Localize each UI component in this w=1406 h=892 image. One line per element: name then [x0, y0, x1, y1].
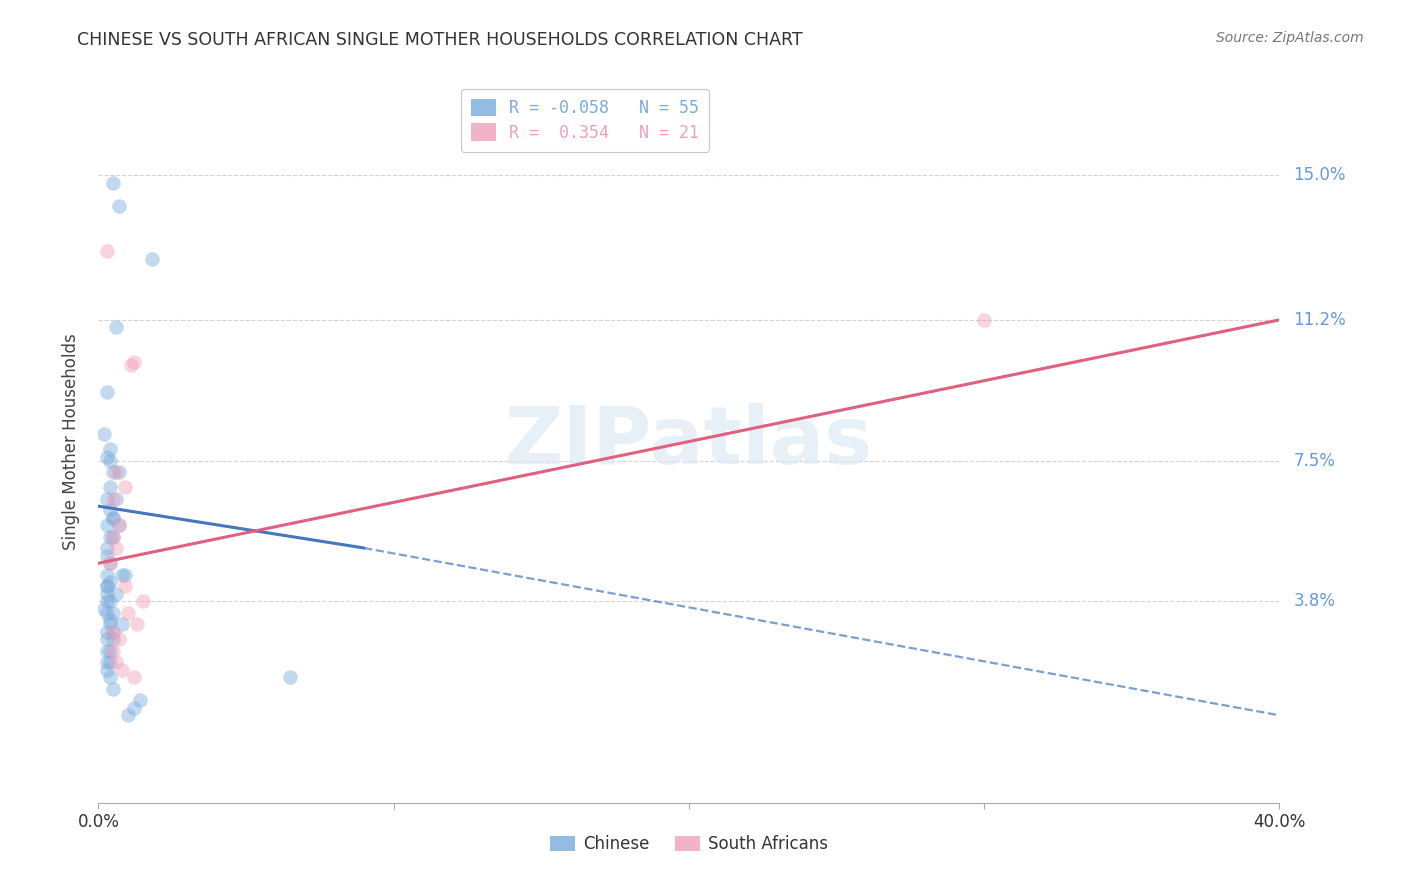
Point	[114, 480, 136, 494]
Point	[117, 606, 139, 620]
Point	[105, 655, 128, 669]
Point	[103, 624, 125, 639]
Point	[98, 530, 121, 544]
Point	[98, 480, 121, 494]
Point	[96, 518, 118, 533]
Point	[103, 530, 125, 544]
Point	[105, 491, 128, 506]
Point	[103, 176, 125, 190]
Point	[111, 567, 134, 582]
Point	[96, 549, 118, 563]
Point	[103, 632, 125, 647]
Point	[96, 450, 118, 464]
Point	[98, 643, 121, 657]
Point	[122, 670, 145, 684]
Point	[96, 655, 118, 669]
Point	[96, 567, 118, 582]
Point	[98, 594, 121, 608]
Point	[111, 617, 134, 632]
Point	[93, 602, 115, 616]
Point	[96, 244, 118, 259]
Point	[98, 503, 121, 517]
Point	[132, 594, 155, 608]
Point	[120, 359, 142, 373]
Point	[96, 541, 118, 555]
Point	[122, 700, 145, 714]
Point	[103, 681, 125, 696]
Point	[280, 670, 302, 684]
Point	[105, 587, 128, 601]
Point	[125, 617, 148, 632]
Point	[96, 385, 118, 400]
Point	[98, 556, 121, 570]
Point	[96, 663, 118, 677]
Point	[98, 575, 121, 590]
Point	[98, 670, 121, 684]
Point	[98, 617, 121, 632]
Point	[103, 491, 125, 506]
Point	[114, 579, 136, 593]
Text: Source: ZipAtlas.com: Source: ZipAtlas.com	[1216, 31, 1364, 45]
Point	[108, 518, 131, 533]
Point	[98, 453, 121, 467]
Point	[96, 579, 118, 593]
Point	[128, 693, 150, 707]
Point	[96, 606, 118, 620]
Point	[98, 442, 121, 457]
Y-axis label: Single Mother Households: Single Mother Households	[62, 334, 80, 549]
Text: 11.2%: 11.2%	[1294, 310, 1346, 329]
Point	[96, 579, 118, 593]
Point	[103, 465, 125, 479]
Point	[108, 632, 131, 647]
Point	[96, 587, 118, 601]
Point	[111, 663, 134, 677]
Point	[98, 556, 121, 570]
Point	[108, 465, 131, 479]
Point	[105, 541, 128, 555]
Text: ZIPatlas: ZIPatlas	[505, 402, 873, 481]
Point	[973, 313, 995, 327]
Text: CHINESE VS SOUTH AFRICAN SINGLE MOTHER HOUSEHOLDS CORRELATION CHART: CHINESE VS SOUTH AFRICAN SINGLE MOTHER H…	[77, 31, 803, 49]
Point	[93, 426, 115, 441]
Point	[117, 708, 139, 723]
Point	[122, 354, 145, 368]
Point	[98, 613, 121, 627]
Text: 3.8%: 3.8%	[1294, 592, 1336, 610]
Point	[105, 465, 128, 479]
Point	[103, 643, 125, 657]
Point	[96, 632, 118, 647]
Point	[105, 320, 128, 334]
Text: 7.5%: 7.5%	[1294, 451, 1336, 469]
Point	[114, 567, 136, 582]
Point	[103, 606, 125, 620]
Point	[96, 594, 118, 608]
Point	[108, 518, 131, 533]
Point	[96, 643, 118, 657]
Point	[108, 199, 131, 213]
Point	[103, 510, 125, 524]
Point	[141, 252, 163, 266]
Text: 15.0%: 15.0%	[1294, 166, 1346, 185]
Point	[96, 624, 118, 639]
Point	[96, 491, 118, 506]
Point	[103, 530, 125, 544]
Point	[103, 510, 125, 524]
Legend: Chinese, South Africans: Chinese, South Africans	[543, 828, 835, 860]
Point	[98, 655, 121, 669]
Point	[103, 624, 125, 639]
